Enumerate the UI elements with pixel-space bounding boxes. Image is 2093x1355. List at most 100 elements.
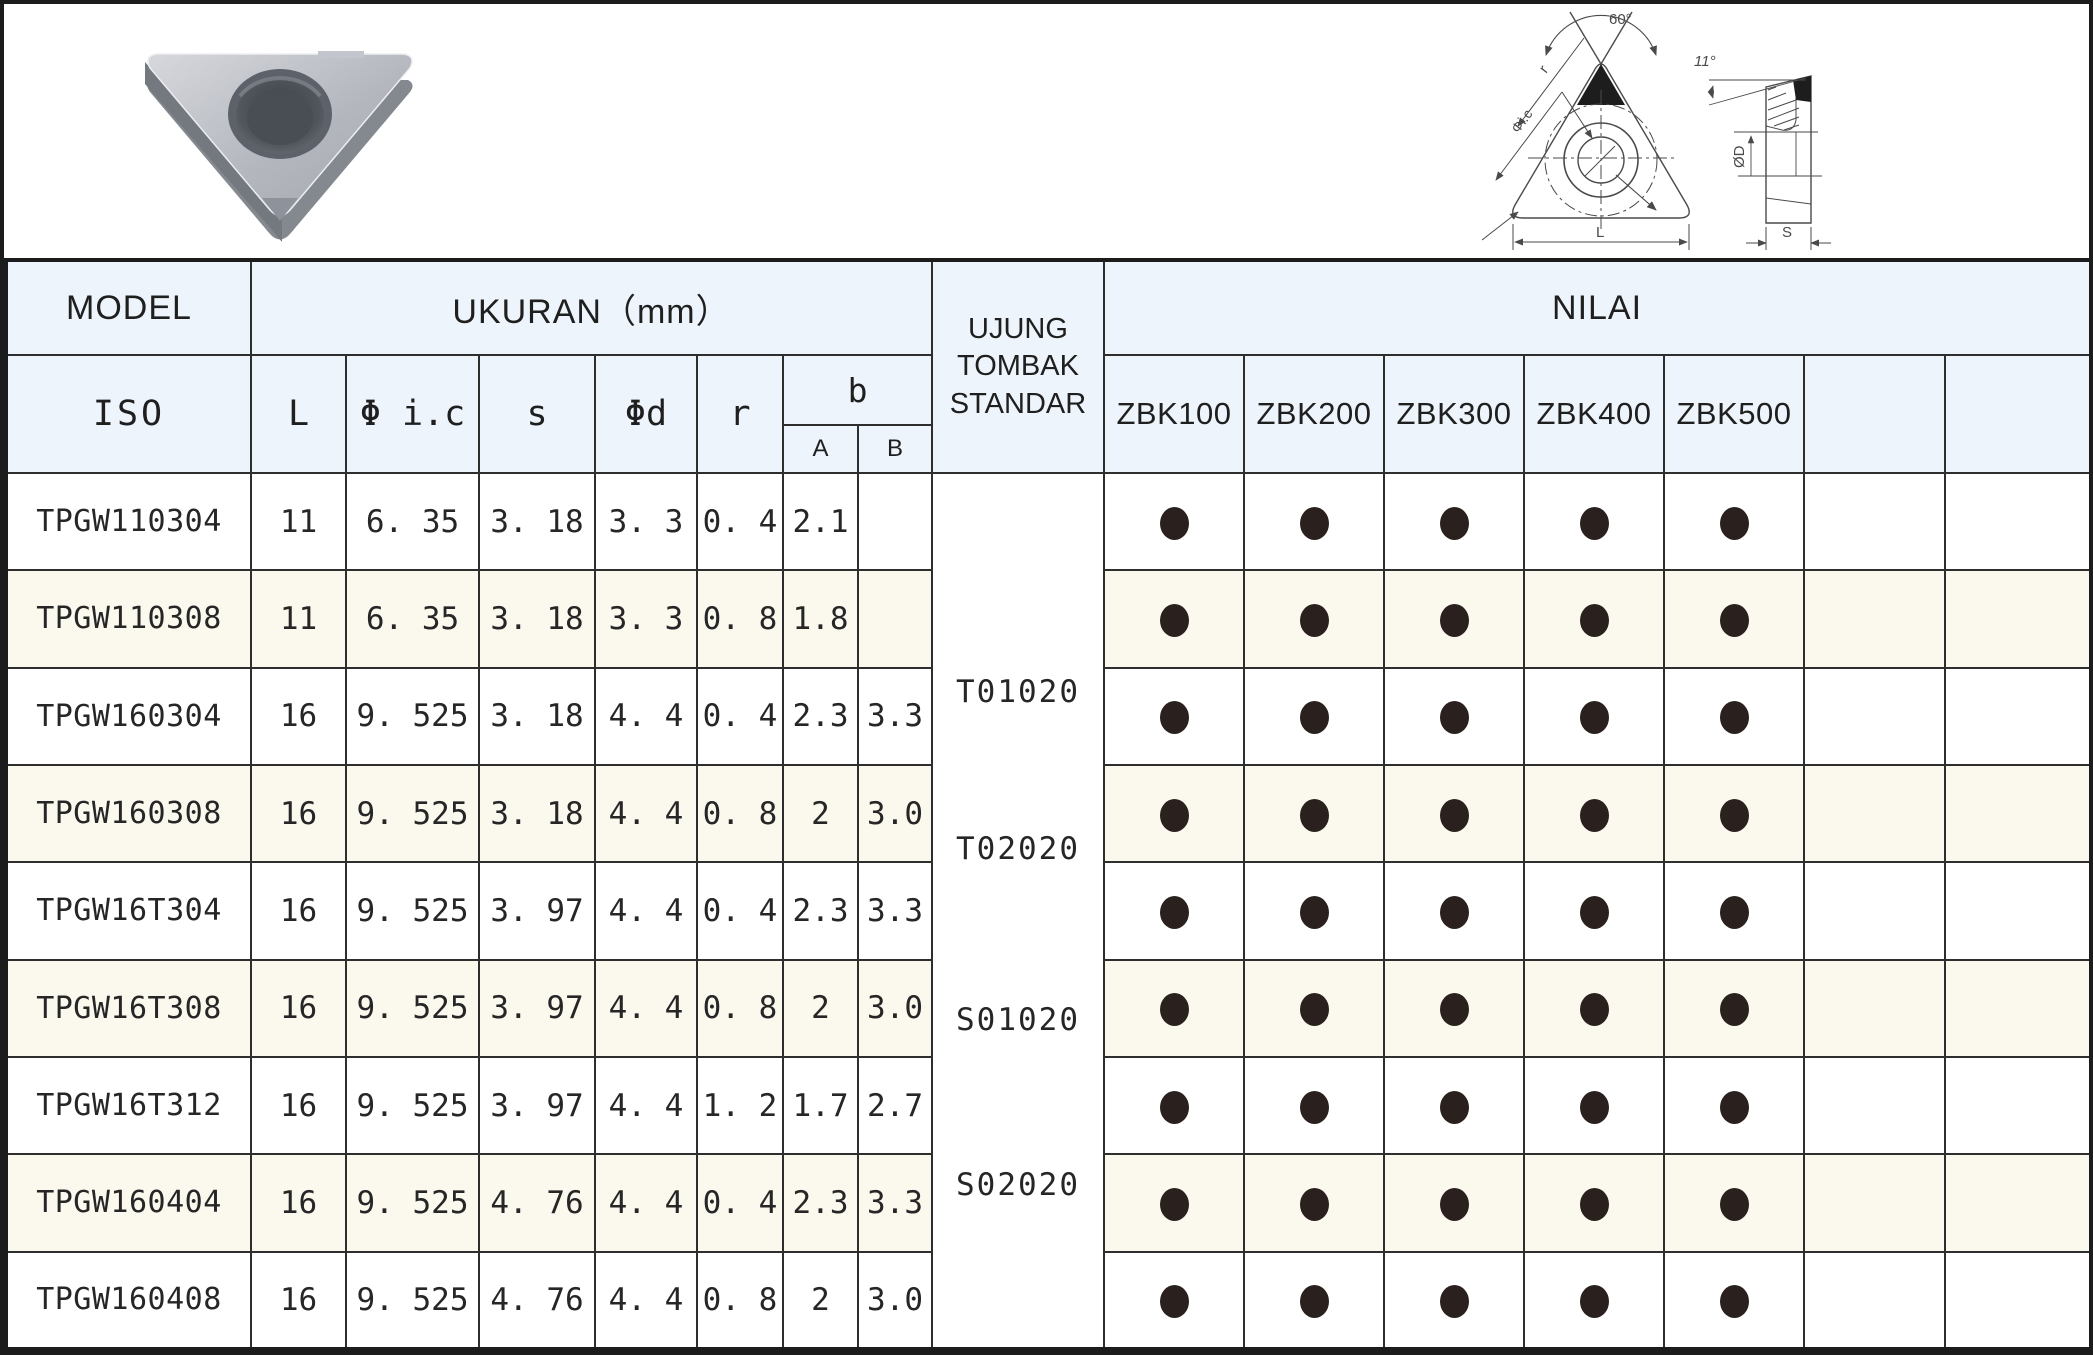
ic-cell: 6. 35: [345, 471, 480, 572]
standard-label: T02020: [956, 831, 1080, 868]
table-row: TPGW110304 11 6. 35 3. 18 3. 3 0. 4 2.1 T01020 T…: [5, 471, 2089, 1350]
model-cell: TPGW16T308: [5, 958, 252, 1058]
ic-cell: 9. 525: [345, 861, 480, 961]
grade-cell: [1383, 958, 1525, 1058]
ukuran-header: UKURAN（mm）: [250, 259, 933, 356]
grade-cell: [1943, 1153, 2089, 1253]
l-cell: 16: [250, 666, 347, 766]
grade-cell: [1243, 666, 1385, 766]
table-header: MODEL UKURAN（mm） UJUNG TOMBAK STANDAR NI…: [5, 259, 2089, 474]
availability-dot: [1299, 895, 1329, 929]
col-header-extra-1: [1803, 354, 1946, 474]
s-cell: 3. 97: [478, 1055, 596, 1156]
b-b-cell: 3.3: [857, 1153, 933, 1253]
grade-cell: [1103, 471, 1245, 572]
col-header-r: r: [696, 354, 784, 474]
b-a-cell: 2.3: [782, 1153, 859, 1253]
availability-dot: [1579, 1284, 1609, 1318]
grade-cell: [1803, 1055, 1946, 1156]
nilai-header: NILAI: [1102, 259, 2089, 356]
availability-dot: [1299, 1284, 1329, 1318]
grade-cell: [1663, 861, 1805, 961]
r-cell: 1. 2: [696, 1055, 784, 1156]
grade-cell: [1943, 763, 2089, 864]
grade-cell: [1663, 958, 1805, 1058]
availability-dot: [1299, 1090, 1329, 1124]
availability-dot: [1159, 1284, 1189, 1318]
l-cell: 11: [250, 471, 347, 572]
s-cell: 3. 97: [478, 861, 596, 961]
grade-cell: [1803, 1153, 1946, 1253]
col-header-zbk400: ZBK400: [1523, 354, 1665, 474]
s-cell: 3. 97: [478, 958, 596, 1058]
col-header-zbk300: ZBK300: [1383, 354, 1525, 474]
grade-cell: [1383, 569, 1525, 669]
standard-label: S02020: [956, 1167, 1080, 1204]
grade-cell: [1803, 861, 1946, 961]
model-cell: TPGW16T304: [5, 861, 252, 961]
model-cell: TPGW160404: [5, 1153, 252, 1253]
grade-cell: [1663, 666, 1805, 766]
iso-header: ISO: [5, 354, 252, 474]
grade-cell: [1243, 958, 1385, 1058]
availability-dot: [1439, 993, 1469, 1027]
s-cell: 4. 76: [478, 1153, 596, 1253]
availability-dot: [1299, 1187, 1329, 1221]
front-angle-label: 60°: [1609, 11, 1632, 28]
l-cell: 16: [250, 1250, 347, 1351]
model-cell: TPGW160408: [5, 1250, 252, 1351]
diameter-label: ØD: [1731, 145, 1748, 168]
model-cell: TPGW160304: [5, 666, 252, 766]
col-header-extra-2: [1943, 354, 2089, 474]
model-cell: TPGW160308: [5, 763, 252, 864]
l-cell: 16: [250, 1055, 347, 1156]
grade-cell: [1383, 1055, 1525, 1156]
r-cell: 0. 8: [696, 958, 784, 1058]
availability-dot: [1719, 993, 1749, 1027]
grade-cell: [1523, 666, 1665, 766]
r-cell: 0. 4: [696, 471, 784, 572]
b-a-cell: 2: [782, 1250, 859, 1351]
grade-cell: [1663, 471, 1805, 572]
availability-dot: [1159, 603, 1189, 637]
b-a-cell: 2.1: [782, 471, 859, 572]
availability-dot: [1579, 993, 1609, 1027]
col-header-b-B: B: [857, 424, 933, 474]
grade-cell: [1803, 763, 1946, 864]
side-view-drawing: 11° ØD S: [1694, 53, 1831, 250]
thickness-label: S: [1782, 224, 1792, 241]
grade-cell: [1943, 1250, 2089, 1351]
availability-dot: [1159, 701, 1189, 735]
grade-cell: [1803, 958, 1946, 1058]
grade-cell: [1383, 471, 1525, 572]
grade-cell: [1663, 1153, 1805, 1253]
availability-dot: [1439, 506, 1469, 540]
table-row: TPGW160304 16 9. 525 3. 18 4. 4 0. 4 2.3 3.3: [5, 666, 2089, 766]
b-a-cell: 2: [782, 763, 859, 864]
table-row: TPGW16T312 16 9. 525 3. 97 4. 4 1. 2 1.7 2.7: [5, 1055, 2089, 1156]
availability-dot: [1159, 798, 1189, 832]
col-header-b-A: A: [782, 424, 859, 474]
l-cell: 16: [250, 861, 347, 961]
grade-cell: [1803, 569, 1946, 669]
table-row: TPGW160408 16 9. 525 4. 76 4. 4 0. 8 2 3.0: [5, 1250, 2089, 1351]
phid-cell: 3. 3: [594, 471, 698, 572]
grade-cell: [1383, 666, 1525, 766]
availability-dot: [1439, 1090, 1469, 1124]
grade-cell: [1523, 861, 1665, 961]
col-header-L: L: [250, 354, 347, 474]
top-section: 60° r Φi.c L: [4, 4, 2089, 258]
grade-cell: [1103, 763, 1245, 864]
ic-cell: 9. 525: [345, 1055, 480, 1156]
availability-dot: [1159, 895, 1189, 929]
grade-cell: [1523, 1055, 1665, 1156]
grade-cell: [1663, 1055, 1805, 1156]
availability-dot: [1159, 1090, 1189, 1124]
grade-cell: [1383, 1153, 1525, 1253]
availability-dot: [1299, 798, 1329, 832]
availability-dot: [1439, 1187, 1469, 1221]
table-body: TPGW110304 11 6. 35 3. 18 3. 3 0. 4 2.1 T01020 T…: [5, 471, 2089, 1351]
grade-cell: [1943, 958, 2089, 1058]
grade-cell: [1943, 666, 2089, 766]
availability-dot: [1579, 798, 1609, 832]
